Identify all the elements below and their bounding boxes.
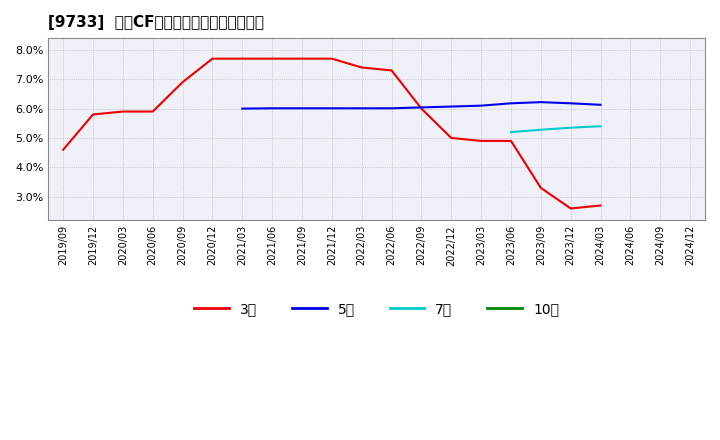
3年 xyxy=(357,65,366,70)
3年 xyxy=(179,80,187,85)
7年 xyxy=(596,124,605,129)
3年 xyxy=(387,68,396,73)
5年 xyxy=(238,106,246,111)
3年 xyxy=(596,203,605,208)
7年 xyxy=(567,125,575,130)
3年 xyxy=(328,56,336,61)
Line: 5年: 5年 xyxy=(242,102,600,109)
5年 xyxy=(387,106,396,111)
3年 xyxy=(297,56,306,61)
Text: [9733]  営業CFマージンの標準偏差の推移: [9733] 営業CFマージンの標準偏差の推移 xyxy=(48,15,264,30)
3年 xyxy=(507,138,516,143)
5年 xyxy=(297,106,306,111)
3年 xyxy=(417,106,426,111)
Line: 3年: 3年 xyxy=(63,59,600,209)
5年 xyxy=(447,104,456,109)
5年 xyxy=(507,101,516,106)
7年 xyxy=(507,129,516,135)
3年 xyxy=(89,112,97,117)
3年 xyxy=(567,206,575,211)
7年 xyxy=(536,127,545,132)
3年 xyxy=(208,56,217,61)
3年 xyxy=(119,109,127,114)
5年 xyxy=(567,101,575,106)
5年 xyxy=(596,102,605,107)
5年 xyxy=(536,99,545,105)
3年 xyxy=(536,185,545,191)
5年 xyxy=(268,106,276,111)
5年 xyxy=(328,106,336,111)
5年 xyxy=(357,106,366,111)
3年 xyxy=(59,147,68,152)
3年 xyxy=(477,138,485,143)
5年 xyxy=(417,105,426,110)
Legend: 3年, 5年, 7年, 10年: 3年, 5年, 7年, 10年 xyxy=(189,296,564,322)
5年 xyxy=(477,103,485,108)
3年 xyxy=(447,136,456,141)
3年 xyxy=(238,56,246,61)
3年 xyxy=(148,109,157,114)
Line: 7年: 7年 xyxy=(511,126,600,132)
3年 xyxy=(268,56,276,61)
